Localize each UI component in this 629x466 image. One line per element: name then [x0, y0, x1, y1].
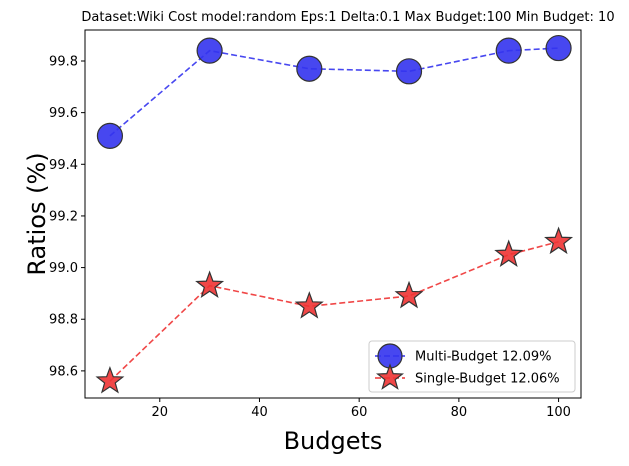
- legend: Multi-Budget 12.09% Single-Budget 12.06%: [368, 340, 576, 393]
- data-point-single-budget: [544, 226, 574, 255]
- y-tick-label: 99.6: [49, 106, 78, 121]
- legend-label-2: Single-Budget 12.06%: [415, 372, 560, 387]
- data-point-multi-budget: [196, 37, 223, 64]
- x-axis-label: Budgets: [284, 427, 383, 455]
- y-tick-label: 98.8: [49, 313, 78, 328]
- data-point-multi-budget: [296, 55, 323, 82]
- data-point-multi-budget: [495, 37, 522, 64]
- y-tick-label: 99.0: [49, 261, 78, 276]
- data-point-multi-budget: [96, 122, 124, 149]
- axis-ticks: 20 40 60 80 100 98.6 98.8 99.0 99.2 99.4 99.6 99.8: [49, 54, 571, 420]
- series-layer: [95, 34, 574, 394]
- plot-frame: [84, 29, 582, 399]
- data-point-single-budget: [494, 239, 524, 268]
- data-point-single-budget: [294, 291, 324, 319]
- y-tick-label: 99.8: [49, 54, 78, 69]
- legend-label-1: Multi-Budget 12.09%: [415, 350, 551, 365]
- y-tick-label: 99.4: [49, 158, 78, 173]
- series-line-2: [109, 240, 559, 382]
- x-tick-label: 80: [451, 405, 468, 420]
- x-tick-label: 60: [351, 405, 368, 420]
- data-point-single-budget: [95, 365, 125, 394]
- legend-marker-single-budget: [375, 363, 405, 390]
- x-tick-label: 20: [152, 405, 169, 420]
- y-axis-label: Ratios (%): [23, 152, 51, 275]
- data-point-multi-budget: [545, 34, 572, 62]
- data-point-single-budget: [394, 280, 424, 309]
- data-point-multi-budget: [395, 58, 423, 85]
- chart-title: Dataset:Wiki Cost model:random Eps:1 Del…: [81, 10, 614, 25]
- y-tick-label: 99.2: [49, 209, 78, 224]
- data-point-single-budget: [195, 270, 225, 298]
- x-tick-label: 100: [546, 405, 571, 420]
- series-line-1: [109, 47, 559, 137]
- legend-box: [368, 340, 576, 393]
- y-tick-label: 98.6: [49, 364, 78, 379]
- x-tick-label: 40: [251, 405, 268, 420]
